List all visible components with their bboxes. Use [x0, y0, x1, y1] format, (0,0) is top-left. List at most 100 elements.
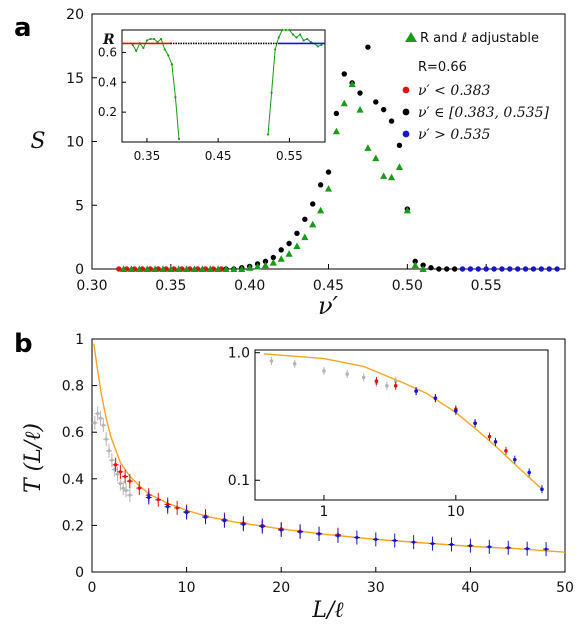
panel-a-point-black: [333, 110, 340, 117]
panel-b-ytick-label: 0: [75, 565, 84, 581]
panel-b-ytick-label: 0.6: [62, 425, 84, 441]
panel-a-point-green: [395, 163, 404, 170]
panel-a-point-blue: [538, 266, 545, 272]
panel-a-inset-point-green: [163, 48, 166, 51]
panel-b-point-blue: [164, 499, 171, 514]
panel-a-point-green: [309, 220, 317, 228]
panel-a-xlabel: ν′: [318, 292, 339, 320]
panel-a-point-green: [332, 127, 340, 135]
panel-a-inset-ytick-label: 0.4: [98, 75, 117, 89]
panel-b-xtick-label: 20: [272, 580, 290, 596]
panel-b-point-gray: [97, 411, 104, 426]
panel-a-point-green: [348, 80, 356, 88]
panel-b-point-blue: [183, 505, 190, 520]
panel-a-point-blue: [530, 266, 537, 272]
panel-b-inset-point-red: [504, 446, 508, 455]
panel-a-point-blue: [515, 266, 521, 272]
panel-a-inset-point-green: [320, 43, 323, 47]
panel-b-point-blue: [297, 524, 304, 539]
panel-a-point-black: [325, 169, 332, 175]
panel-a-point-green: [206, 265, 214, 272]
panel-a-inset-ylabel: R: [102, 32, 115, 48]
panel-b-point-gray: [120, 481, 127, 496]
panel-b-ylabel: T (L/ℓ): [21, 423, 46, 493]
panel-a-point-green: [419, 265, 427, 272]
panel-a-inset-point-green: [170, 63, 173, 66]
panel-a-point-green: [387, 173, 396, 181]
legend-label-blue: ν′ > 0.535: [418, 127, 490, 143]
legend-marker-red: [402, 86, 410, 94]
panel-a-point-black: [294, 230, 300, 236]
panel-a-point-blue: [499, 266, 505, 272]
panel-a-xtick-label: 0.40: [234, 278, 265, 294]
panel-a-point-green: [340, 99, 348, 107]
panel-b-ytick-label: 0.4: [62, 472, 84, 488]
panel-b-inset-frame: [254, 349, 549, 501]
legend-marker-blue: [402, 130, 410, 138]
panel-a-xticks: 0.30 0.35 0.40 0.45 0.50 0.55: [76, 264, 502, 294]
panel-b-point-blue: [334, 528, 341, 543]
panel-b-point-blue: [429, 536, 436, 551]
panel-b-point-blue: [202, 510, 209, 525]
panel-a-point-black: [380, 106, 387, 113]
panel-b-point-blue: [543, 542, 550, 557]
panel-b-inset-point-blue: [454, 406, 458, 415]
panel-a-xtick-label: 0.30: [76, 278, 107, 294]
panel-a-point-blue: [507, 266, 513, 272]
panel-a-inset-point-green: [274, 48, 277, 51]
panel-a-point-black: [310, 201, 316, 207]
panel-a-inset-point-green: [266, 133, 270, 136]
panel-b-inset-point-gray: [345, 370, 349, 379]
panel-b-xtick-label: 0: [88, 580, 97, 596]
panel-b-point-gray: [123, 483, 130, 498]
panel-a-ytick-label: 20: [66, 7, 84, 23]
panel-a-point-black: [420, 262, 426, 268]
panel-b-point-gray: [103, 432, 110, 447]
panel-a-point-green: [317, 206, 325, 214]
panel-a-point-black: [388, 118, 395, 124]
panel-b-xtick-label: 10: [178, 580, 196, 596]
panel-b-ytick-label: 0.2: [62, 518, 84, 534]
panel-b-point-gray: [91, 415, 98, 430]
panel-b-point-red: [174, 500, 181, 515]
panel-a-inset-point-green: [277, 36, 280, 39]
panel-a-point-green: [222, 265, 230, 272]
panel-a-inset-point-green: [177, 137, 181, 141]
panel-a-xtick-label: 0.55: [471, 278, 502, 294]
panel-a-point-blue: [491, 266, 497, 272]
panel-b-point-blue: [467, 538, 474, 553]
panel-a-point-black: [270, 254, 277, 261]
panel-a-point-green: [151, 265, 159, 272]
panel-b-point-red: [126, 474, 133, 489]
panel-a-point-green: [119, 265, 128, 272]
panel-a-inset-point-green: [302, 39, 305, 42]
panel-a-point-green: [269, 259, 277, 266]
panel-b-inset-point-gray: [361, 373, 366, 382]
panel-a-point-green: [214, 265, 222, 272]
panel-b-point-red: [155, 492, 162, 507]
panel-a-point-green: [190, 265, 199, 272]
panel-a-point-black: [262, 258, 269, 265]
panel-a-plot: 0.30 0.35 0.40 0.45 0.50 0.55 0 5 10 15 20: [66, 7, 566, 294]
panel-b-point-red: [136, 481, 143, 496]
panel-b-xticks: 0 10 20 30 40 50: [88, 567, 574, 596]
panel-a-point-blue: [546, 266, 552, 272]
legend-marker-green-triangle: [405, 32, 417, 42]
panel-a-point-green: [403, 206, 411, 214]
panel-a-inset-point-green: [152, 37, 156, 41]
panel-a-inset-point-green: [306, 37, 309, 41]
panel-b-yticks: 0 0.2 0.4 0.6 0.8 1: [62, 332, 97, 581]
panel-a-point-black: [396, 142, 403, 149]
panel-b-inset-fit-curve: [263, 353, 543, 490]
panel-b-inset-point-blue: [414, 387, 418, 396]
panel-a-inset-point-green: [309, 40, 312, 44]
panel-a-point-green: [253, 262, 262, 270]
panel-b-inset-point-blue: [540, 485, 544, 494]
panel-a-inset-point-green: [131, 43, 134, 47]
panel-b-xtick-label: 50: [556, 580, 574, 596]
panel-a-inset-point-green: [316, 45, 319, 48]
panel-b-point-blue: [316, 527, 323, 542]
panel-a-series: [116, 44, 560, 272]
panel-a-inset-xtick-label: 0.35: [134, 149, 161, 163]
